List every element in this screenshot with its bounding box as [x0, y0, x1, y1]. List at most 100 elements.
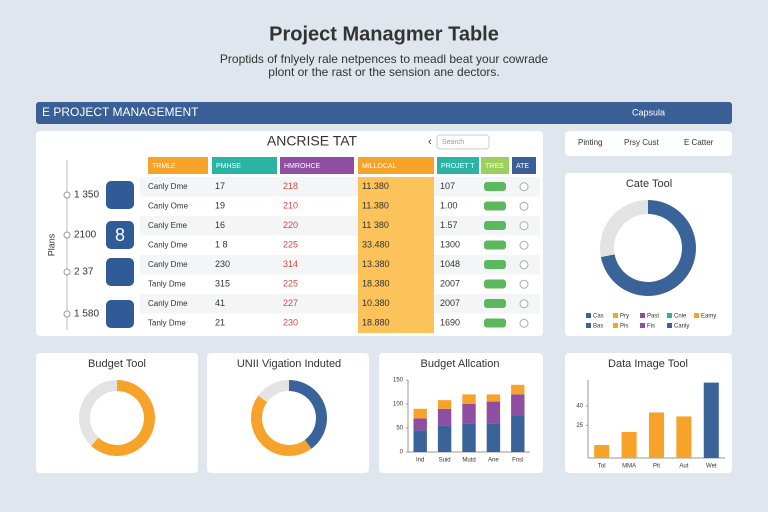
- cell: 1048: [440, 259, 460, 269]
- legend-label: Cnie: [674, 314, 687, 320]
- bar-segment: [462, 423, 476, 452]
- cell: 220: [283, 220, 298, 230]
- table-row: [140, 274, 540, 294]
- status-pill: [484, 260, 506, 269]
- cell: 315: [215, 279, 230, 289]
- x-tick-label: Mutd: [462, 458, 475, 464]
- group-label: 2100: [74, 230, 97, 241]
- nav-menu[interactable]: Capsula: [632, 107, 665, 117]
- row-radio[interactable]: [519, 201, 529, 211]
- bar: [621, 432, 637, 458]
- donut-segment: [250, 395, 312, 457]
- y-tick-label: 150: [393, 378, 404, 384]
- column-label: TRES: [485, 163, 504, 170]
- x-tick-label: Pit: [653, 464, 660, 470]
- cell: 18.380: [362, 279, 390, 289]
- cell: 10.380: [362, 298, 390, 308]
- cell: 17: [215, 181, 225, 191]
- legend-swatch: [667, 313, 672, 318]
- chart-title: Budget Allcation: [421, 358, 500, 370]
- x-tick-label: Suid: [439, 458, 451, 464]
- table-row: [140, 216, 540, 236]
- legend-label: Bas: [593, 324, 603, 330]
- cell: 2007: [440, 279, 460, 289]
- x-tick-label: Tol: [598, 464, 606, 470]
- chart-panel: [565, 173, 732, 336]
- group-icon: [106, 221, 134, 249]
- status-pill: [484, 182, 506, 191]
- x-tick-label: Ind: [416, 458, 424, 464]
- cell: 11.380: [362, 181, 389, 191]
- search-box[interactable]: [436, 134, 490, 150]
- bar-segment: [486, 394, 501, 402]
- row-radio[interactable]: [519, 182, 529, 192]
- bar: [676, 416, 692, 458]
- highlight-cell: [358, 177, 434, 197]
- row-radio[interactable]: [519, 221, 529, 231]
- table-row: [140, 255, 540, 275]
- y-tick-label: 0: [400, 450, 404, 456]
- bar-segment: [511, 394, 525, 416]
- column-header: [358, 157, 434, 174]
- bar: [703, 382, 719, 458]
- column-header: [437, 157, 479, 174]
- row-radio[interactable]: [519, 299, 529, 309]
- timeline-dot: [63, 231, 71, 239]
- chart-title: Budget Tool: [88, 358, 146, 370]
- donut-segment: [600, 199, 697, 296]
- legend-label: Cas: [593, 314, 604, 320]
- x-tick-label: MMA: [622, 464, 636, 470]
- legend-label: Pis: [620, 324, 628, 330]
- x-tick-label: Wet: [706, 464, 717, 470]
- legend-swatch: [640, 313, 645, 318]
- cell: 314: [283, 259, 298, 269]
- status-pill: [484, 279, 506, 289]
- legend-label: Eamy: [701, 314, 716, 320]
- back-icon[interactable]: ‹: [428, 136, 432, 148]
- row-radio[interactable]: [519, 240, 529, 250]
- y-tick-label: 50: [396, 426, 403, 432]
- search-placeholder: Search: [442, 139, 464, 146]
- chart-panel: [207, 353, 369, 473]
- y-tick-label: 40: [576, 404, 583, 410]
- highlight-cell: [358, 216, 434, 236]
- column-header: [280, 157, 354, 174]
- cell: 21: [215, 318, 225, 328]
- tab[interactable]: E Catter: [684, 138, 714, 147]
- bar-segment: [511, 384, 525, 395]
- row-radio[interactable]: [519, 318, 529, 328]
- tab[interactable]: Prsy Cust: [624, 138, 659, 147]
- group-icon: [106, 258, 134, 286]
- cell: Canly Dme: [148, 299, 188, 308]
- legend-label: Pry: [620, 314, 629, 320]
- chart-title: Data Image Tool: [608, 358, 688, 370]
- row-radio[interactable]: [519, 260, 529, 270]
- row-radio[interactable]: [519, 279, 529, 289]
- highlight-cell: [358, 294, 434, 314]
- cell: Canly Dme: [148, 240, 188, 249]
- legend-swatch: [586, 323, 591, 328]
- bar-segment: [413, 408, 427, 419]
- bar-segment: [486, 423, 501, 452]
- legend-swatch: [613, 323, 618, 328]
- table-row: [140, 235, 540, 255]
- cell: 11 380: [362, 220, 389, 230]
- tab[interactable]: Pinting: [578, 138, 602, 147]
- highlight-cell: [358, 274, 434, 294]
- cell: 225: [283, 240, 298, 250]
- cell: Canly Dme: [148, 182, 188, 191]
- subtitle: Proptids of fnlyely rale netpences to me…: [220, 52, 549, 66]
- page-title: Project Managmer Table: [269, 23, 499, 45]
- cell: 230: [283, 318, 298, 328]
- x-tick-label: Aut: [679, 464, 688, 470]
- legend-swatch: [694, 313, 699, 318]
- cell: Tanly Dme: [148, 279, 186, 288]
- bar-segment: [413, 418, 427, 431]
- legend-label: Fis: [647, 324, 655, 330]
- status-pill: [484, 318, 506, 328]
- column-label: TRMLE: [152, 163, 176, 170]
- cell: 218: [283, 181, 298, 191]
- cell: 227: [283, 298, 298, 308]
- status-pill: [484, 299, 506, 308]
